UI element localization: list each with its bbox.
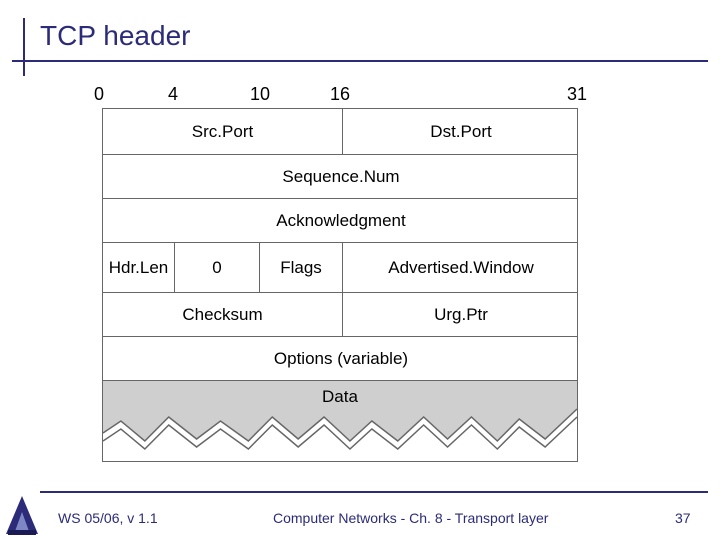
footer-course: Computer Networks - Ch. 8 - Transport la…	[273, 510, 549, 526]
field-hdr-len: Hdr.Len	[103, 243, 175, 293]
footer-version: WS 05/06, v 1.1	[58, 510, 158, 526]
tcp-header-diagram: Src.Port Dst.Port Sequence.Num Acknowled…	[102, 108, 578, 462]
field-advertised-window: Advertised.Window	[343, 243, 577, 293]
field-acknowledgment: Acknowledgment	[103, 199, 577, 243]
logo-bar	[8, 530, 36, 535]
data-torn-edge-upper	[103, 408, 577, 443]
footer-rule	[40, 491, 708, 493]
bit-label-0: 0	[94, 84, 105, 104]
field-reserved-zero: 0	[175, 243, 260, 293]
field-src-port: Src.Port	[103, 109, 343, 155]
bit-label-10: 10	[250, 84, 271, 104]
field-checksum: Checksum	[103, 293, 343, 337]
data-fill	[103, 381, 577, 441]
field-sequence-num: Sequence.Num	[103, 155, 577, 199]
title-horizontal-rule	[12, 60, 708, 62]
field-dst-port: Dst.Port	[343, 109, 577, 155]
data-region	[103, 381, 577, 451]
bit-label-31: 31	[567, 84, 588, 104]
logo-inner	[14, 512, 30, 534]
data-torn-edge-lower	[103, 416, 577, 451]
bit-label-4: 4	[168, 84, 179, 104]
field-urg-ptr: Urg.Ptr	[343, 293, 577, 337]
university-logo	[6, 496, 38, 535]
slide-title: TCP header	[40, 20, 191, 51]
field-flags: Flags	[260, 243, 343, 293]
footer-page-number: 37	[675, 510, 691, 526]
field-data: Data	[322, 387, 358, 406]
field-options: Options (variable)	[103, 337, 577, 381]
title-vertical-rule	[23, 18, 25, 76]
bit-label-16: 16	[330, 84, 351, 104]
